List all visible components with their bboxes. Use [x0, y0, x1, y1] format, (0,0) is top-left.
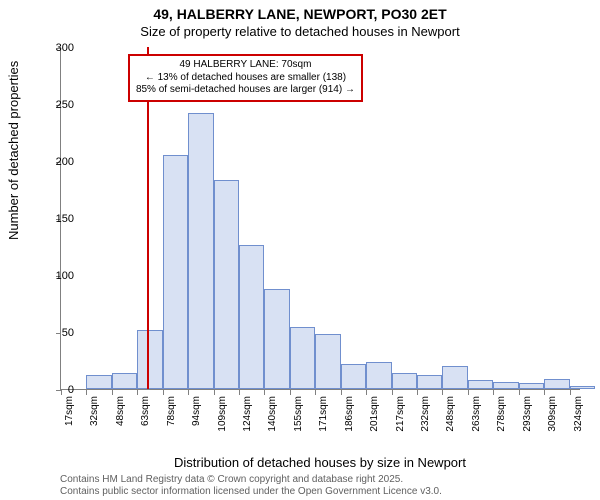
x-tick-label: 109sqm — [217, 396, 228, 432]
x-tick-label: 217sqm — [395, 396, 406, 432]
y-tick-label: 200 — [56, 156, 74, 168]
histogram-bar — [214, 180, 239, 389]
x-axis-label: Distribution of detached houses by size … — [60, 455, 580, 470]
x-tick-mark — [239, 390, 240, 395]
x-tick-label: 78sqm — [166, 396, 177, 426]
histogram-bar — [341, 364, 366, 389]
x-tick-mark — [214, 390, 215, 395]
y-tick-label: 0 — [68, 384, 74, 396]
x-tick-mark — [86, 390, 87, 395]
x-tick-mark — [366, 390, 367, 395]
x-tick-mark — [264, 390, 265, 395]
plot-area: 49 HALBERRY LANE: 70sqm ← 13% of detache… — [60, 48, 580, 390]
annotation-line: 85% of semi-detached houses are larger (… — [136, 84, 355, 97]
chart-footer: Contains HM Land Registry data © Crown c… — [60, 474, 580, 498]
x-tick-label: 201sqm — [369, 396, 380, 432]
x-tick-label: 155sqm — [293, 396, 304, 432]
x-tick-label: 171sqm — [318, 396, 329, 432]
x-tick-mark — [341, 390, 342, 395]
x-tick-label: 140sqm — [267, 396, 278, 432]
x-tick-label: 94sqm — [191, 396, 202, 426]
x-tick-label: 232sqm — [420, 396, 431, 432]
histogram-bar — [570, 386, 595, 389]
histogram-bar — [188, 113, 213, 389]
histogram-bar — [137, 330, 162, 389]
x-tick-mark — [188, 390, 189, 395]
y-axis-label: Number of detached properties — [6, 61, 21, 240]
chart-subtitle: Size of property relative to detached ho… — [0, 24, 600, 39]
y-tick-label: 100 — [56, 270, 74, 282]
footer-line: Contains public sector information licen… — [60, 486, 580, 498]
x-tick-label: 17sqm — [64, 396, 75, 426]
x-tick-label: 263sqm — [471, 396, 482, 432]
x-tick-label: 186sqm — [344, 396, 355, 432]
x-tick-mark — [442, 390, 443, 395]
histogram-bar — [468, 380, 493, 389]
x-tick-label: 293sqm — [522, 396, 533, 432]
x-tick-label: 32sqm — [89, 396, 100, 426]
x-tick-label: 48sqm — [115, 396, 126, 426]
x-tick-mark — [493, 390, 494, 395]
chart-title: 49, HALBERRY LANE, NEWPORT, PO30 2ET — [0, 6, 600, 22]
x-tick-label: 248sqm — [445, 396, 456, 432]
x-tick-mark — [137, 390, 138, 395]
x-tick-mark — [570, 390, 571, 395]
x-tick-mark — [417, 390, 418, 395]
x-tick-label: 309sqm — [547, 396, 558, 432]
histogram-bar — [264, 289, 289, 389]
histogram-bar — [417, 375, 442, 389]
histogram-bar — [163, 155, 188, 389]
histogram-bar — [112, 373, 137, 389]
y-tick-label: 50 — [62, 327, 74, 339]
x-tick-mark — [544, 390, 545, 395]
histogram-bar — [239, 245, 264, 389]
x-tick-mark — [112, 390, 113, 395]
histogram-bar — [493, 382, 518, 389]
x-tick-label: 63sqm — [140, 396, 151, 426]
y-tick-label: 250 — [56, 99, 74, 111]
histogram-bar — [290, 327, 315, 389]
x-tick-mark — [315, 390, 316, 395]
histogram-bar — [442, 366, 467, 389]
x-tick-label: 324sqm — [573, 396, 584, 432]
y-tick-label: 300 — [56, 42, 74, 54]
histogram-bar — [544, 379, 569, 389]
histogram-bar — [86, 375, 111, 389]
x-tick-mark — [468, 390, 469, 395]
histogram-bar — [392, 373, 417, 389]
annotation-line: 49 HALBERRY LANE: 70sqm — [136, 59, 355, 72]
x-tick-label: 278sqm — [496, 396, 507, 432]
x-tick-mark — [392, 390, 393, 395]
y-tick-mark — [56, 333, 61, 334]
histogram-bar — [366, 362, 391, 389]
x-tick-mark — [519, 390, 520, 395]
footer-line: Contains HM Land Registry data © Crown c… — [60, 474, 580, 486]
x-tick-label: 124sqm — [242, 396, 253, 432]
annotation-box: 49 HALBERRY LANE: 70sqm ← 13% of detache… — [128, 54, 363, 102]
y-tick-label: 150 — [56, 213, 74, 225]
histogram-bar — [315, 334, 340, 389]
histogram-bar — [519, 383, 544, 389]
x-tick-mark — [290, 390, 291, 395]
x-tick-mark — [163, 390, 164, 395]
annotation-line: ← 13% of detached houses are smaller (13… — [136, 72, 355, 85]
x-tick-mark — [61, 390, 62, 395]
